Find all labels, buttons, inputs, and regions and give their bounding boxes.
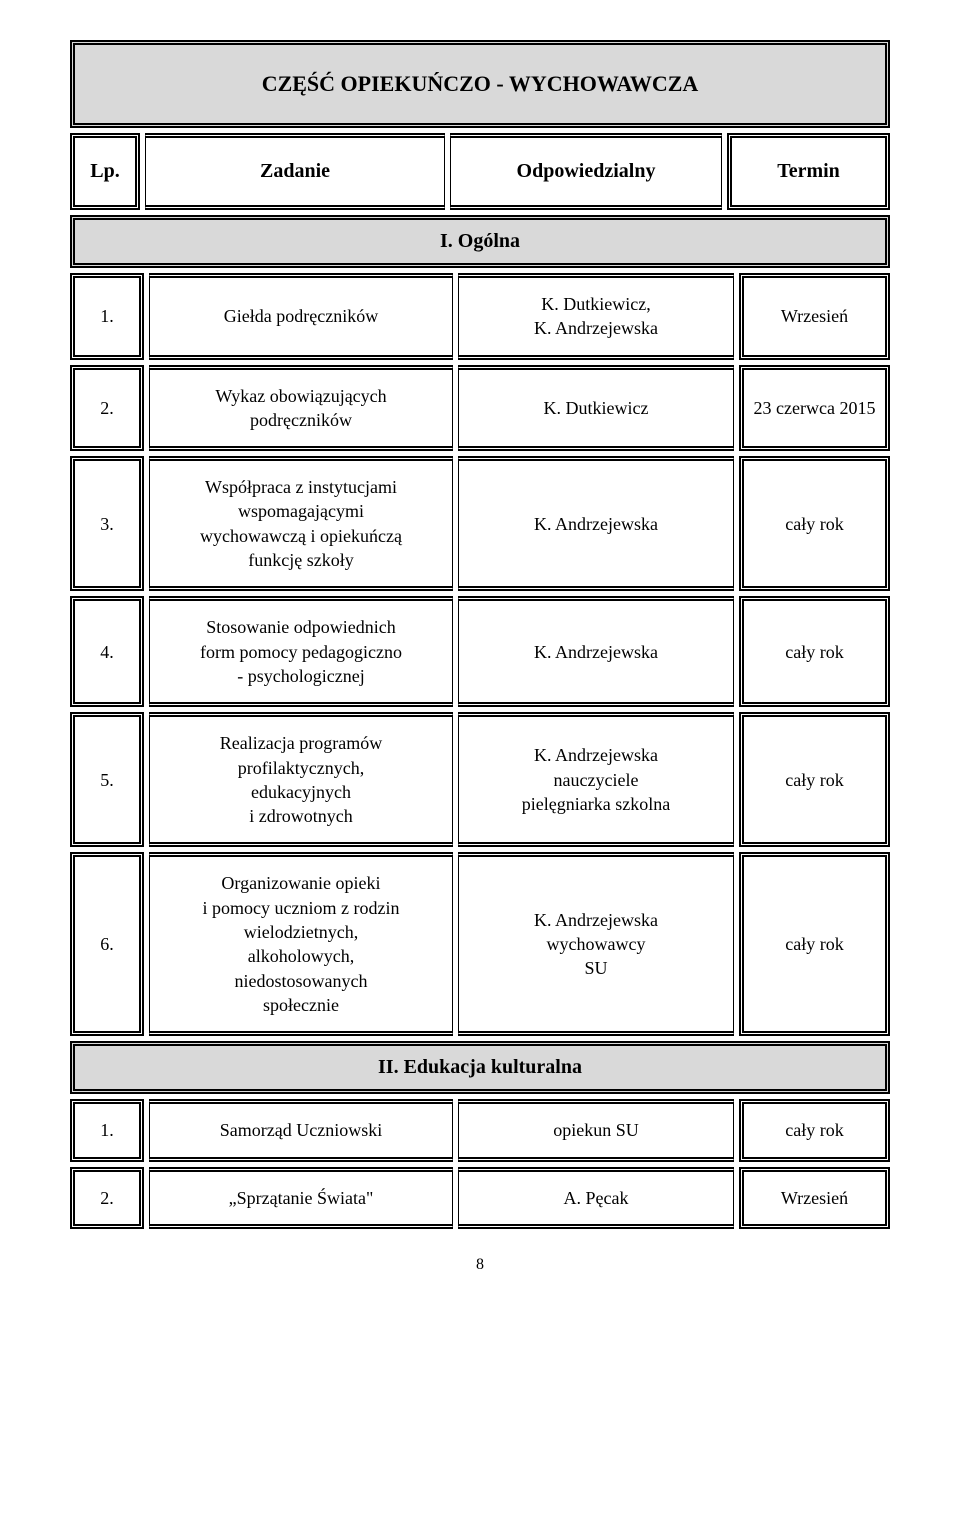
cell-task: Samorząd Uczniowski <box>149 1099 453 1161</box>
cell-lp: 1. <box>70 273 144 360</box>
page: CZĘŚĆ OPIEKUŃCZO - WYCHOWAWCZA Lp. Zadan… <box>0 0 960 1304</box>
cell-lp: 1. <box>70 1099 144 1161</box>
cell-lp: 6. <box>70 852 144 1036</box>
table-row: 1.Samorząd Uczniowskiopiekun SUcały rok <box>70 1099 890 1161</box>
cell-term: 23 czerwca 2015 <box>739 365 890 452</box>
table-row: 4.Stosowanie odpowiednichform pomocy ped… <box>70 596 890 707</box>
cell-responsible: opiekun SU <box>458 1099 734 1161</box>
section-1-rows: 1.Giełda podręcznikówK. Dutkiewicz,K. An… <box>70 273 890 1041</box>
cell-term: Wrzesień <box>739 273 890 360</box>
cell-task: Współpraca z instytucjamiwspomagającymiw… <box>149 456 453 591</box>
table-row: 2.„Sprzątanie Świata"A. PęcakWrzesień <box>70 1167 890 1229</box>
page-number: 8 <box>70 1256 890 1274</box>
cell-term: cały rok <box>739 456 890 591</box>
cell-lp: 4. <box>70 596 144 707</box>
cell-term: cały rok <box>739 1099 890 1161</box>
table-row: 2.Wykaz obowiązującychpodręcznikówK. Dut… <box>70 365 890 452</box>
table-row: 6.Organizowanie opiekii pomocy uczniom z… <box>70 852 890 1036</box>
section-2-header: II. Edukacja kulturalna <box>70 1041 890 1094</box>
cell-responsible: K. AndrzejewskawychowawcySU <box>458 852 734 1036</box>
cell-responsible: K. Andrzejewskanauczycielepielęgniarka s… <box>458 712 734 847</box>
cell-term: Wrzesień <box>739 1167 890 1229</box>
table-header-row: Lp. Zadanie Odpowiedzialny Termin <box>70 133 890 210</box>
cell-responsible: A. Pęcak <box>458 1167 734 1229</box>
cell-task: Wykaz obowiązującychpodręczników <box>149 365 453 452</box>
cell-responsible: K. Andrzejewska <box>458 456 734 591</box>
col-header-term: Termin <box>727 133 890 210</box>
section-1-header: I. Ogólna <box>70 215 890 268</box>
table-row: 5.Realizacja programówprofilaktycznych,e… <box>70 712 890 847</box>
col-header-lp: Lp. <box>70 133 140 210</box>
cell-task: Stosowanie odpowiednichform pomocy pedag… <box>149 596 453 707</box>
cell-lp: 5. <box>70 712 144 847</box>
cell-responsible: K. Dutkiewicz <box>458 365 734 452</box>
section-2-rows: 1.Samorząd Uczniowskiopiekun SUcały rok2… <box>70 1099 890 1234</box>
cell-responsible: K. Dutkiewicz,K. Andrzejewska <box>458 273 734 360</box>
cell-task: Organizowanie opiekii pomocy uczniom z r… <box>149 852 453 1036</box>
cell-term: cały rok <box>739 852 890 1036</box>
table-row: 3.Współpraca z instytucjamiwspomagającym… <box>70 456 890 591</box>
cell-task: Giełda podręczników <box>149 273 453 360</box>
cell-task: „Sprzątanie Świata" <box>149 1167 453 1229</box>
cell-lp: 2. <box>70 365 144 452</box>
cell-responsible: K. Andrzejewska <box>458 596 734 707</box>
col-header-resp: Odpowiedzialny <box>450 133 722 210</box>
table-row: 1.Giełda podręcznikówK. Dutkiewicz,K. An… <box>70 273 890 360</box>
cell-task: Realizacja programówprofilaktycznych,edu… <box>149 712 453 847</box>
document-title: CZĘŚĆ OPIEKUŃCZO - WYCHOWAWCZA <box>70 40 890 128</box>
col-header-task: Zadanie <box>145 133 445 210</box>
cell-lp: 3. <box>70 456 144 591</box>
cell-term: cały rok <box>739 712 890 847</box>
cell-lp: 2. <box>70 1167 144 1229</box>
cell-term: cały rok <box>739 596 890 707</box>
